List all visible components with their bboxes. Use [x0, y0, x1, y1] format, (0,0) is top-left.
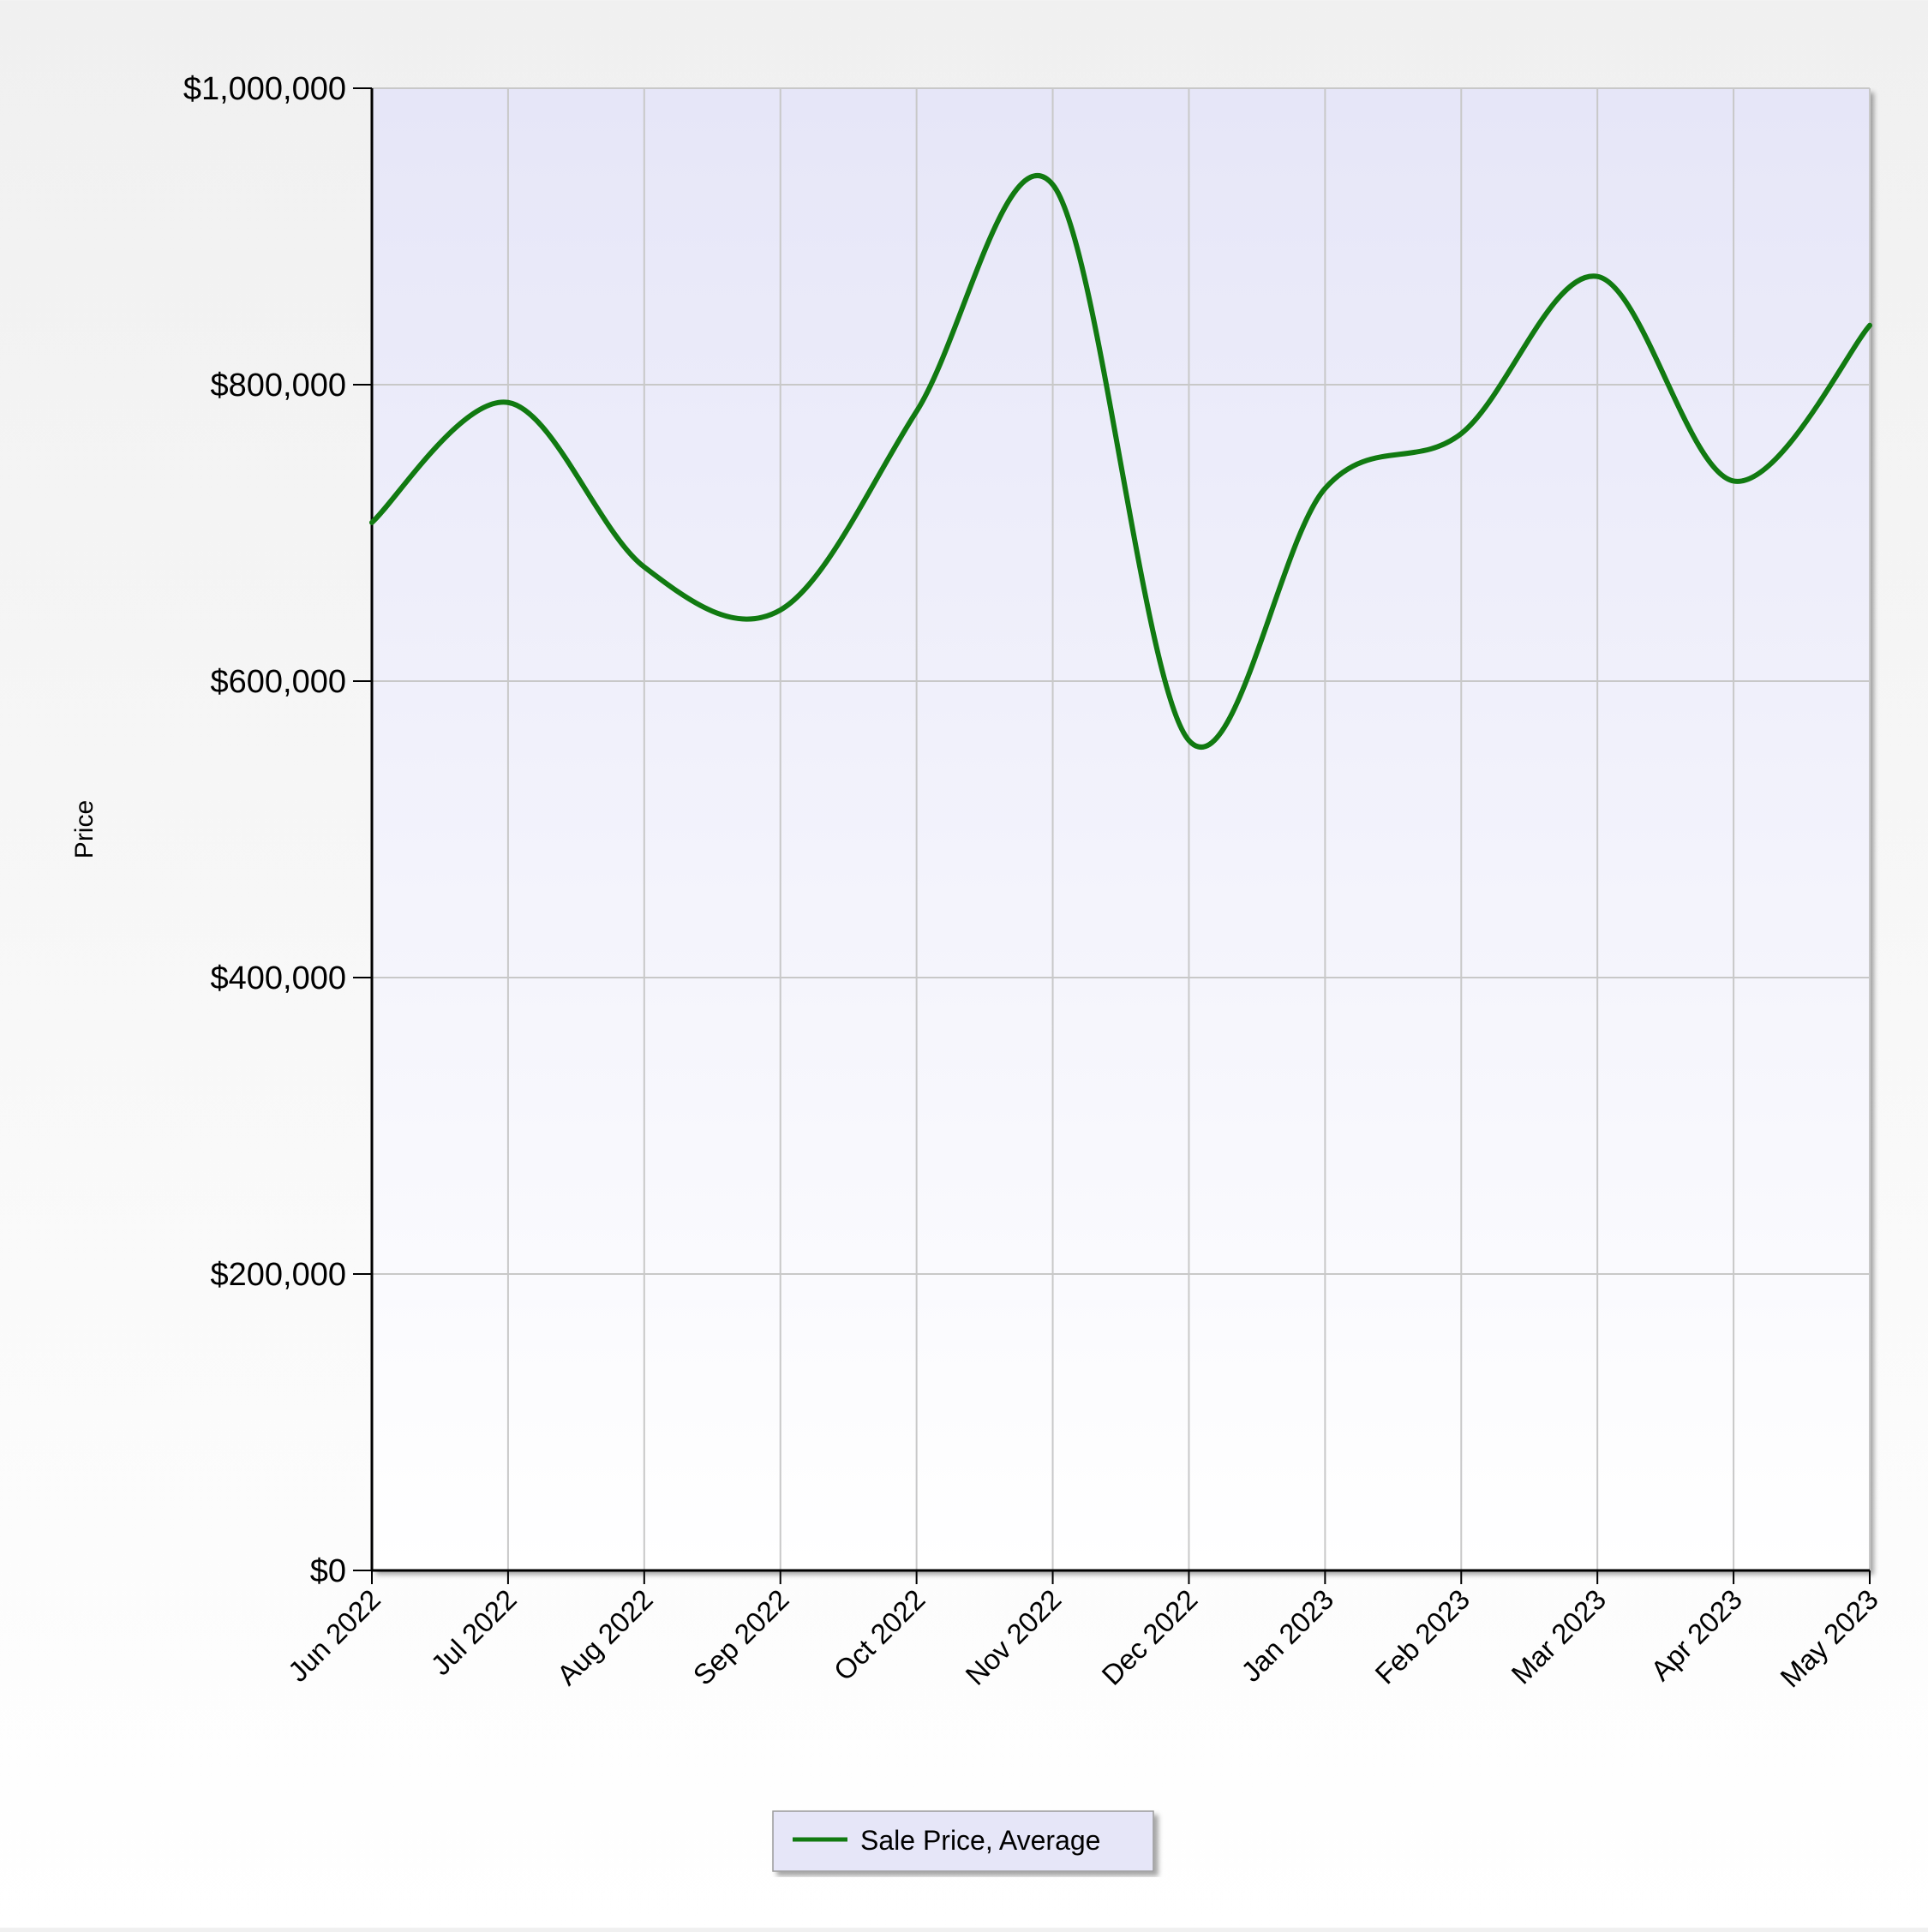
x-tick-label: Aug 2022: [551, 1583, 659, 1691]
axes: [353, 87, 1871, 1584]
legend[interactable]: Sale Price, Average: [772, 1810, 1154, 1872]
y-axis-label: Price: [70, 800, 99, 858]
x-tick-label: May 2023: [1774, 1583, 1884, 1694]
data-point[interactable]: [1320, 483, 1330, 493]
data-point[interactable]: [775, 605, 786, 615]
data-point[interactable]: [912, 406, 922, 416]
legend-label-sale-price-average: Sale Price, Average: [860, 1825, 1100, 1856]
x-tick-label: Feb 2023: [1368, 1583, 1476, 1690]
data-point[interactable]: [367, 517, 377, 528]
data-point[interactable]: [1592, 272, 1602, 282]
x-tick-label: Jul 2022: [424, 1583, 522, 1681]
x-tick-label: Jun 2022: [282, 1583, 386, 1688]
x-tick-label: Nov 2022: [959, 1583, 1067, 1691]
data-point[interactable]: [639, 562, 650, 572]
data-point[interactable]: [503, 398, 513, 408]
y-tick-label: $800,000: [211, 368, 347, 404]
data-point[interactable]: [1048, 179, 1058, 189]
x-tick-label: Dec 2022: [1095, 1583, 1203, 1691]
x-tick-label: Apr 2023: [1644, 1583, 1748, 1687]
x-tick-label: Mar 2023: [1505, 1583, 1612, 1690]
y-tick-label: $0: [310, 1553, 346, 1589]
plot-area: [372, 88, 1870, 1570]
y-tick-label: $200,000: [211, 1257, 347, 1293]
data-point[interactable]: [1728, 476, 1739, 486]
y-tick-label: $400,000: [211, 960, 347, 996]
series-layer: [367, 173, 1875, 750]
series-line-sale-price-average[interactable]: [369, 173, 1872, 750]
x-tick-label: Jan 2023: [1235, 1583, 1339, 1688]
data-point[interactable]: [1456, 428, 1466, 439]
y-tick-label: $600,000: [211, 664, 347, 700]
grid-lines: [372, 87, 1871, 1570]
x-tick-label: Oct 2022: [828, 1583, 931, 1687]
data-point[interactable]: [1865, 320, 1875, 331]
data-point[interactable]: [1183, 735, 1194, 745]
y-tick-label: $1,000,000: [183, 71, 346, 107]
x-tick-label: Sep 2022: [687, 1583, 795, 1691]
